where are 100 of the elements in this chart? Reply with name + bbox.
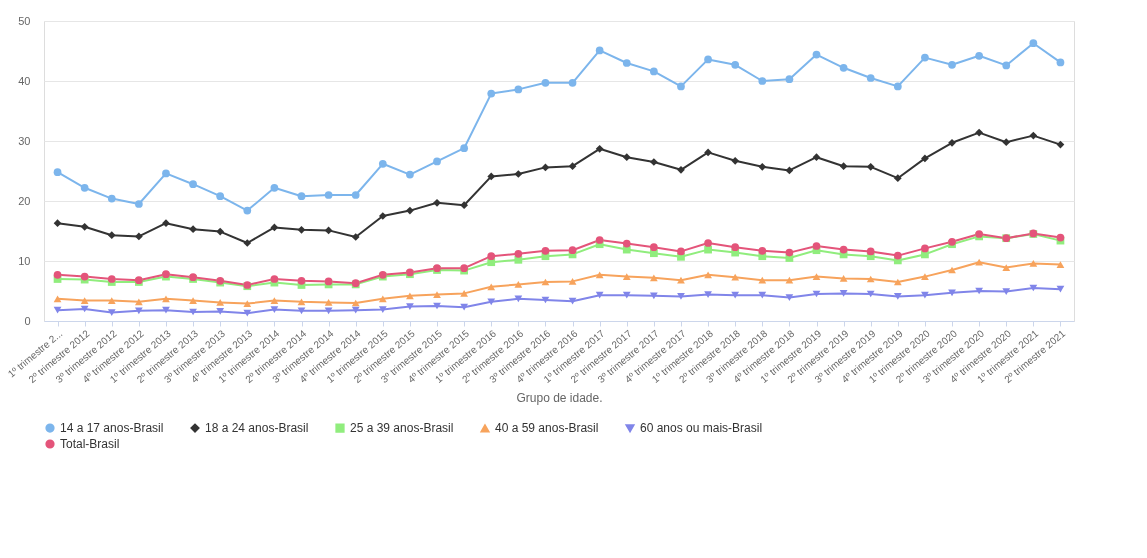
- point: [135, 298, 143, 306]
- point: [53, 295, 62, 303]
- point: [1002, 61, 1011, 70]
- point: [1029, 131, 1038, 140]
- point: [1002, 264, 1011, 271]
- point: [162, 169, 170, 178]
- point: [975, 258, 983, 266]
- point: [460, 144, 468, 153]
- point: [866, 74, 875, 82]
- point: [378, 306, 387, 313]
- point: [595, 144, 604, 153]
- y-tick-label: 20: [18, 194, 31, 207]
- point: [595, 236, 604, 244]
- y-tick-label: 40: [18, 74, 31, 87]
- point: [1002, 288, 1011, 295]
- legend-label: 60 anos ou mais-Brasil: [640, 421, 763, 436]
- point: [1002, 138, 1011, 147]
- point: [162, 219, 170, 228]
- point: [893, 82, 902, 91]
- point: [270, 223, 279, 232]
- point: [270, 306, 279, 313]
- point: [785, 75, 794, 84]
- point: [622, 273, 631, 280]
- point: [893, 293, 902, 300]
- point: [568, 78, 577, 87]
- point: [866, 247, 875, 256]
- point: [243, 300, 252, 307]
- point: [921, 291, 929, 299]
- point: [1029, 39, 1038, 48]
- point: [568, 162, 577, 171]
- point: [216, 299, 225, 306]
- point: [704, 291, 712, 298]
- point: [297, 307, 306, 315]
- point: [975, 51, 983, 60]
- point: [758, 77, 767, 85]
- legend-label: 18 a 24 anos-Brasil: [205, 421, 309, 436]
- point: [514, 295, 523, 303]
- point: [135, 200, 143, 208]
- point: [921, 273, 929, 280]
- y-tick-label: 0: [24, 314, 31, 327]
- y-tick-label: 10: [18, 254, 31, 267]
- point: [487, 252, 496, 261]
- point: [758, 276, 767, 284]
- point: [541, 296, 550, 304]
- point: [812, 50, 821, 59]
- point: [812, 153, 821, 162]
- point: [921, 154, 929, 163]
- point: [297, 225, 306, 234]
- point: [53, 306, 62, 314]
- point: [216, 308, 225, 315]
- point: [622, 291, 631, 299]
- point: [460, 290, 468, 297]
- point: [704, 55, 712, 64]
- point: [433, 157, 441, 166]
- y-tick-label: 30: [18, 134, 31, 147]
- point: [785, 166, 794, 175]
- point: [839, 245, 848, 254]
- point: [1056, 261, 1065, 268]
- point: [378, 159, 387, 168]
- point: [839, 275, 848, 282]
- y-tick-label: 50: [18, 14, 31, 27]
- point: [650, 292, 658, 300]
- point: [731, 156, 740, 165]
- point: [758, 246, 767, 255]
- point: [324, 299, 333, 306]
- point: [975, 287, 983, 295]
- point: [731, 273, 740, 281]
- point: [487, 298, 496, 306]
- point: [921, 53, 929, 62]
- point: [541, 78, 550, 87]
- point: [731, 291, 740, 299]
- point: [324, 226, 333, 235]
- point: [812, 273, 821, 280]
- point: [487, 89, 496, 98]
- point: [406, 303, 414, 310]
- point: [595, 46, 604, 55]
- point: [107, 231, 116, 240]
- point: [568, 246, 577, 255]
- point: [433, 198, 441, 207]
- point: [704, 271, 712, 279]
- point: [514, 85, 523, 94]
- point: [189, 225, 197, 234]
- point: [893, 174, 902, 183]
- point: [948, 138, 956, 147]
- point: [568, 278, 577, 285]
- point: [243, 239, 252, 247]
- point: [758, 291, 767, 299]
- point: [650, 67, 658, 76]
- point: [622, 239, 631, 248]
- point: [812, 290, 821, 298]
- point: [514, 249, 523, 258]
- point: [731, 60, 740, 69]
- point: [189, 297, 197, 304]
- point: [650, 274, 658, 282]
- point: [948, 289, 956, 297]
- point: [568, 297, 577, 305]
- point: [650, 158, 658, 166]
- point: [704, 148, 712, 157]
- point: [53, 168, 62, 177]
- point: [1056, 58, 1065, 67]
